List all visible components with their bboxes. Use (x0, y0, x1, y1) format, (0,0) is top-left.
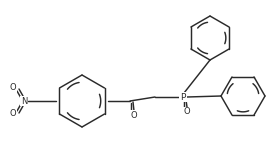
Text: O: O (131, 111, 137, 119)
Text: N: N (21, 97, 27, 106)
Text: O: O (10, 109, 16, 119)
Text: O: O (184, 108, 190, 116)
Text: P: P (180, 92, 186, 101)
Text: O: O (10, 84, 16, 92)
